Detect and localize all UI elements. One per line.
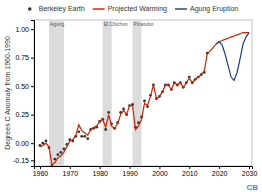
tick: 1970 — [63, 166, 79, 177]
annotation: Pinatubo — [134, 21, 154, 27]
tick: 0.75 — [15, 54, 34, 61]
legend-label: Agung Eruption — [190, 5, 238, 13]
chart: 1960 1970 1980 1990 2000 2010 2020 2030 -0.15 0.0… — [0, 0, 262, 192]
marks — [39, 20, 249, 166]
tick-label: 0.50 — [15, 83, 29, 90]
tick: 1980 — [92, 166, 108, 177]
annotation: Agung — [50, 21, 65, 27]
scatter-series — [39, 52, 209, 166]
point — [77, 130, 80, 133]
tick-mark — [219, 166, 220, 169]
line — [216, 33, 249, 81]
tick-label: 2000 — [152, 170, 168, 177]
tick-label: 0.25 — [15, 111, 29, 118]
tick-label: 2030 — [242, 170, 258, 177]
legend-swatch — [28, 7, 32, 11]
legend-item: Berkeley Earth — [28, 5, 85, 13]
y-axis-title: Degrees C Anomaly from 1960-1990 — [4, 36, 12, 150]
point — [45, 140, 48, 143]
tick: 0.50 — [15, 83, 34, 90]
axis-line — [35, 167, 253, 170]
shaded-region — [49, 20, 64, 166]
tick: 2000 — [152, 166, 168, 177]
plot-frame — [34, 20, 252, 166]
tick: 1960 — [33, 166, 49, 177]
point — [56, 153, 59, 156]
shaded-region — [103, 20, 112, 166]
point — [143, 100, 146, 103]
watermark: CB — [246, 183, 258, 192]
tick-mark — [31, 86, 34, 87]
tick-mark — [100, 166, 101, 169]
point — [83, 135, 86, 138]
legend-label: Projected Warming — [108, 5, 167, 13]
tick: 1990 — [122, 166, 138, 177]
tick-mark — [249, 166, 250, 169]
tick-mark — [31, 115, 34, 116]
tick-label: -0.15 — [13, 157, 29, 164]
legend-swatch — [175, 8, 187, 9]
point — [59, 151, 62, 154]
y-axis: -0.15 0.00 0.25 0.50 0.75 1.00 — [13, 21, 34, 167]
tick-label: 1990 — [122, 170, 138, 177]
tick-mark — [31, 143, 34, 144]
tick: 2010 — [182, 166, 198, 177]
annotation: El Chichon — [104, 21, 128, 27]
point — [80, 135, 83, 138]
tick-mark — [40, 166, 41, 169]
legend-swatch — [93, 8, 105, 9]
tick: 0.25 — [15, 111, 34, 118]
legend-label: Berkeley Earth — [39, 5, 85, 13]
tick-label: 0.75 — [15, 54, 29, 61]
axis-line — [31, 21, 35, 167]
tick: 0.00 — [15, 140, 34, 147]
x-axis: 1960 1970 1980 1990 2000 2010 2020 2030 — [33, 166, 258, 177]
tick-mark — [31, 58, 34, 59]
tick-mark — [189, 166, 190, 169]
tick-label: 1960 — [33, 170, 49, 177]
tick-mark — [159, 166, 160, 169]
point — [86, 137, 89, 140]
tick: 2020 — [212, 166, 228, 177]
tick-label: 0.00 — [15, 140, 29, 147]
legend-item: Agung Eruption — [175, 5, 238, 13]
tick-label: 1980 — [92, 170, 108, 177]
plot: 1960 1970 1980 1990 2000 2010 2020 2030 -0.15 0.0… — [13, 20, 257, 177]
tick-mark — [130, 166, 131, 169]
line — [40, 33, 249, 165]
tick-mark — [31, 160, 34, 161]
tick-mark — [70, 166, 71, 169]
tick-mark — [31, 29, 34, 30]
tick-label: 2020 — [212, 170, 228, 177]
legend: Berkeley Earth Projected Warming Agung Eru… — [28, 5, 238, 13]
legend-item: Projected Warming — [93, 5, 167, 13]
shaded-region — [133, 20, 142, 166]
point — [107, 111, 110, 114]
tick-label: 1970 — [63, 170, 79, 177]
tick: 2030 — [242, 166, 258, 177]
tick-label: 1.00 — [15, 26, 29, 33]
tick-label: 2010 — [182, 170, 198, 177]
tick: 1.00 — [15, 26, 34, 33]
tick: -0.15 — [13, 157, 34, 164]
